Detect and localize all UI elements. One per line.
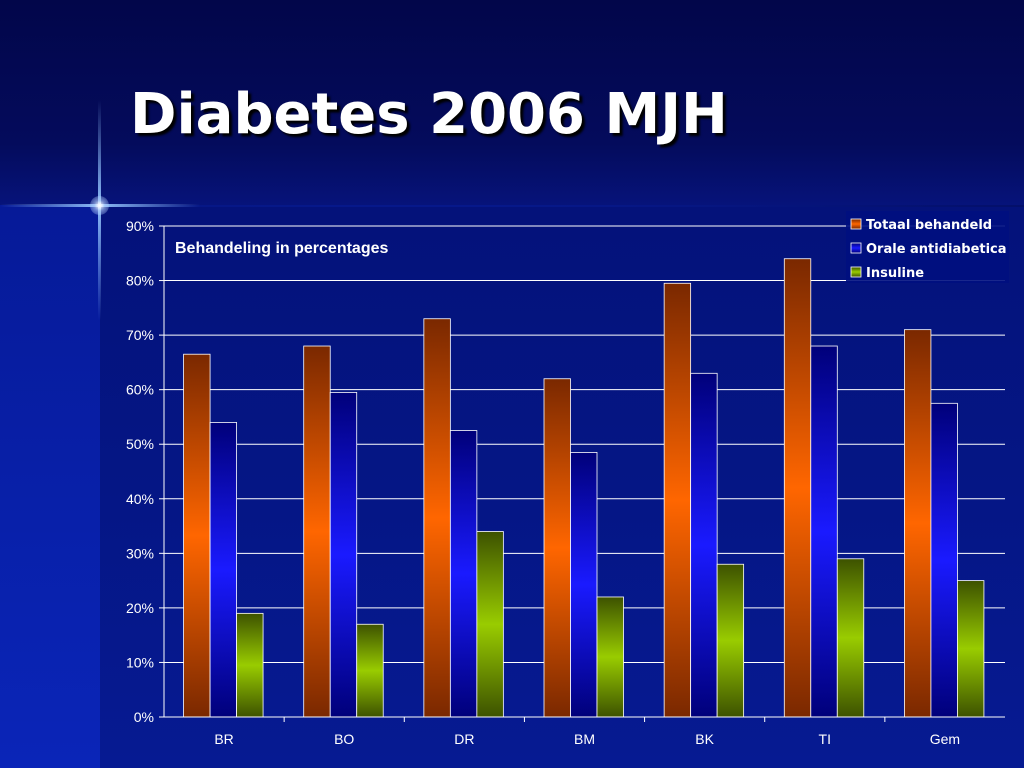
y-tick-label: 30% — [126, 545, 154, 561]
bar-orale-antidiabetica-dr — [449, 430, 478, 718]
y-axis-tick-labels: 0% 10% 20% 30% 40% 50% 60% 70% 80% 90% — [126, 218, 154, 725]
x-tick-label: BR — [214, 731, 233, 747]
bar-orale-antidiabetica-bo — [329, 391, 358, 718]
x-tick-label: BO — [334, 731, 354, 747]
y-tick-label: 20% — [126, 600, 154, 616]
x-tick-label: Gem — [930, 731, 960, 747]
bar-totaal-behandeld-dr — [423, 318, 451, 718]
legend-label: Orale antidiabetica — [866, 242, 1007, 257]
bar-totaal-behandeld-ti — [783, 258, 812, 718]
x-tick-label: BM — [574, 731, 595, 747]
legend-swatch — [850, 266, 862, 278]
bar-orale-antidiabetica-ti — [810, 345, 838, 718]
bar-insuline-br — [236, 612, 264, 718]
slide-header-background — [0, 0, 1024, 205]
legend: Totaal behandeld Orale antidiabetica Insul… — [846, 211, 1009, 283]
bar-insuline-ti — [836, 558, 865, 718]
y-tick-label: 80% — [126, 273, 154, 289]
bar-insuline-dr — [476, 531, 504, 718]
bar-totaal-behandeld-bo — [303, 345, 331, 718]
y-tick-label: 0% — [134, 709, 154, 725]
slide-left-panel — [0, 205, 100, 768]
bar-orale-antidiabetica-bm — [570, 452, 598, 718]
slide-title: Diabetes 2006 MJH — [130, 82, 728, 147]
axes — [163, 226, 1005, 722]
bar-insuline-bk — [716, 563, 745, 718]
bars — [183, 258, 985, 718]
legend-label: Totaal behandeld — [866, 218, 992, 233]
y-tick-label: 90% — [126, 218, 154, 234]
bar-orale-antidiabetica-bk — [690, 372, 718, 718]
bar-insuline-bo — [356, 623, 384, 718]
bar-orale-antidiabetica-br — [209, 421, 237, 718]
bar-totaal-behandeld-bk — [663, 282, 692, 718]
bar-totaal-behandeld-gem — [904, 329, 932, 718]
x-tick-label: DR — [454, 731, 474, 747]
bar-orale-antidiabetica-gem — [930, 402, 958, 718]
bar-insuline-bm — [596, 596, 624, 718]
chart-title: Behandeling in percentages — [175, 240, 388, 257]
legend-swatch — [850, 218, 862, 230]
legend-box — [846, 211, 1009, 283]
bar-totaal-behandeld-br — [183, 353, 211, 718]
x-axis-tick-labels: BR BO DR BM BK TI Gem — [214, 731, 960, 747]
sparkle-star-icon — [90, 196, 109, 215]
x-tick-label: BK — [695, 731, 714, 747]
y-tick-label: 10% — [126, 654, 154, 670]
y-tick-label: 50% — [126, 436, 154, 452]
x-tick-label: TI — [819, 731, 831, 747]
bar-totaal-behandeld-bm — [543, 378, 571, 718]
y-tick-label: 70% — [126, 327, 154, 343]
bar-insuline-gem — [957, 580, 985, 718]
y-tick-label: 40% — [126, 491, 154, 507]
legend-swatch — [850, 242, 862, 254]
legend-label: Insuline — [866, 266, 924, 281]
y-tick-label: 60% — [126, 382, 154, 398]
